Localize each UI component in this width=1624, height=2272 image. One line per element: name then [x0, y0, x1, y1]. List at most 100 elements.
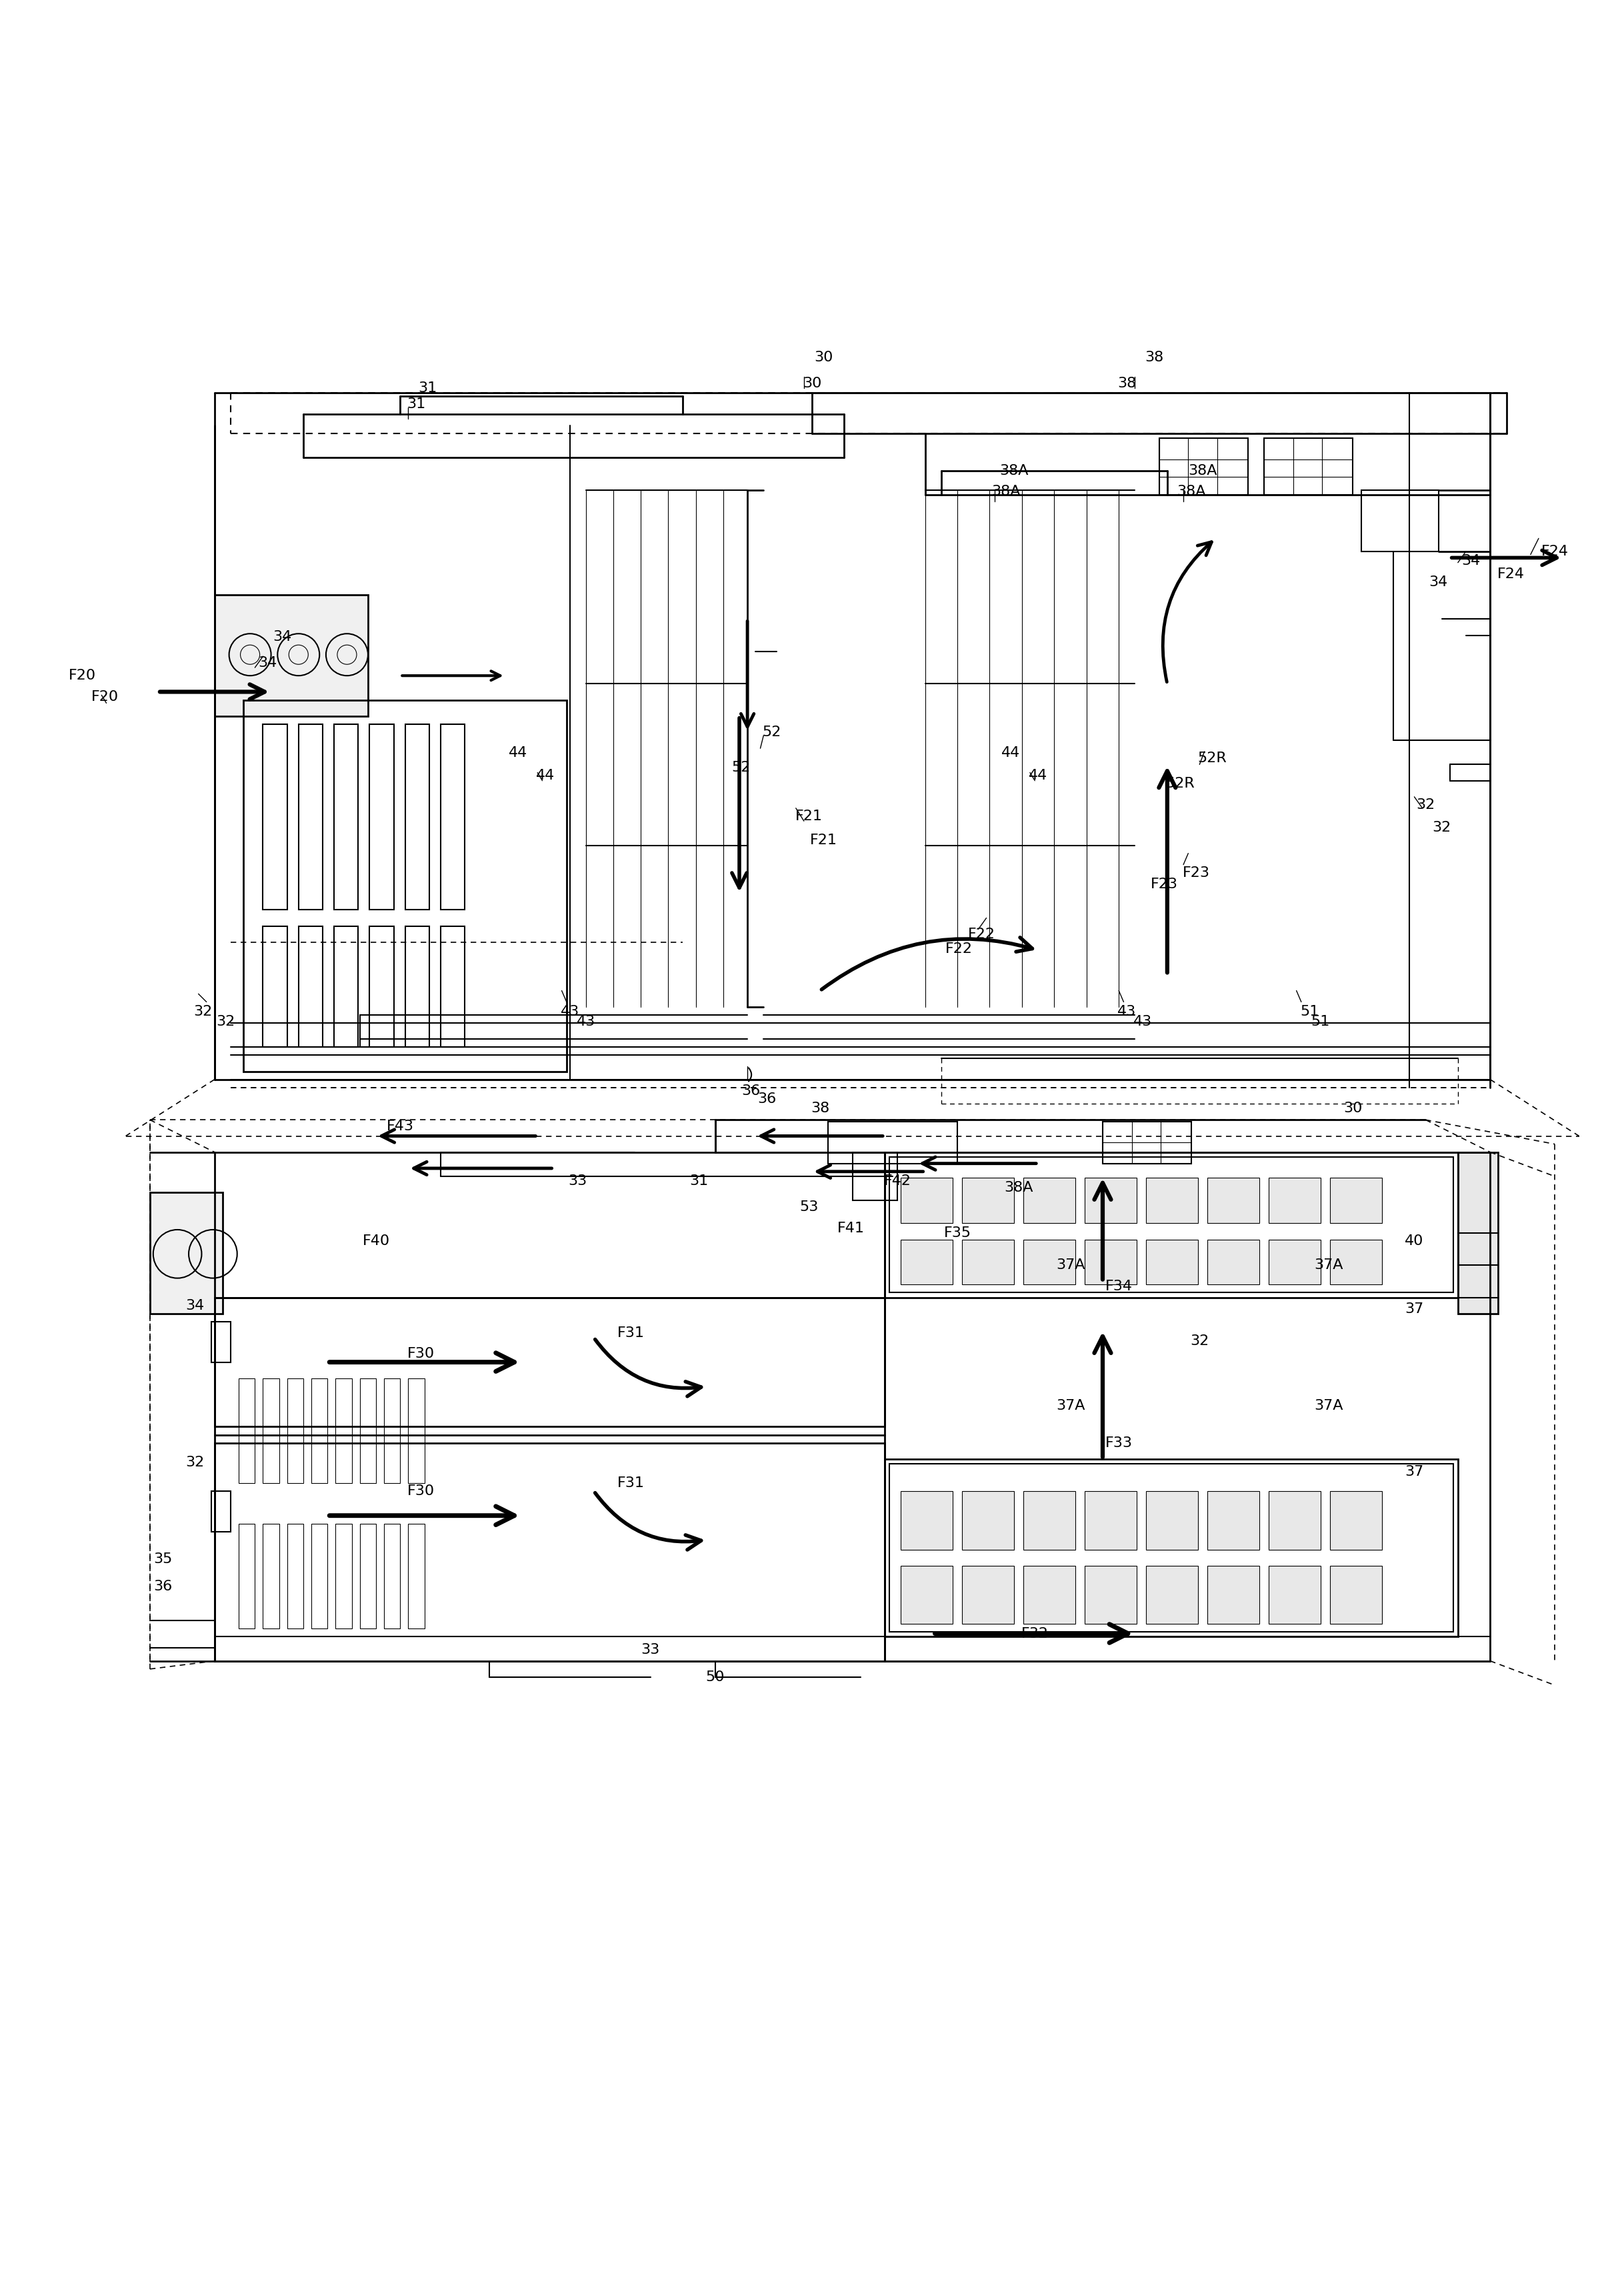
Text: 44: 44 [508, 747, 528, 759]
Text: 43: 43 [560, 1004, 580, 1018]
Text: F24: F24 [1541, 545, 1569, 559]
Text: 38: 38 [810, 1102, 830, 1116]
Bar [263, 1379, 279, 1484]
Bar [1085, 1565, 1137, 1624]
Bar [961, 1238, 1013, 1284]
Text: 37A: 37A [1314, 1400, 1343, 1413]
Text: 38A: 38A [1177, 484, 1207, 498]
Text: F24: F24 [1497, 568, 1525, 582]
Text: 38A: 38A [1189, 463, 1218, 477]
Bar [1103, 1122, 1192, 1163]
Bar [149, 1193, 222, 1313]
Bar [239, 1379, 255, 1484]
Bar [263, 725, 287, 909]
Text: 30: 30 [814, 350, 833, 364]
Text: 32: 32 [216, 1016, 235, 1027]
Bar [312, 1525, 328, 1629]
Text: 52: 52 [731, 761, 750, 775]
Text: 31: 31 [690, 1175, 708, 1188]
Text: 31: 31 [408, 398, 425, 411]
Text: 51: 51 [1299, 1004, 1319, 1018]
Bar [404, 725, 429, 909]
Text: F22: F22 [945, 943, 973, 954]
Bar [1147, 1490, 1199, 1550]
Text: 36: 36 [757, 1093, 776, 1106]
Bar [961, 1490, 1013, 1550]
Bar [1085, 1490, 1137, 1550]
Text: 34: 34 [1462, 554, 1479, 568]
Bar [361, 1525, 377, 1629]
Text: 36: 36 [741, 1084, 760, 1097]
Text: 30: 30 [802, 377, 822, 391]
Bar [299, 725, 323, 909]
Bar [370, 927, 393, 1047]
Bar [1268, 1490, 1320, 1550]
Bar [214, 1297, 885, 1427]
Bar [239, 1525, 255, 1629]
Bar [890, 1463, 1453, 1631]
Bar [828, 1122, 957, 1163]
Text: 37: 37 [1405, 1465, 1424, 1479]
Bar [1208, 1238, 1259, 1284]
Bar [385, 1525, 400, 1629]
Text: 37: 37 [1405, 1302, 1424, 1315]
Bar [299, 927, 323, 1047]
Text: 30: 30 [1343, 1102, 1363, 1116]
Text: 53: 53 [799, 1200, 818, 1213]
Bar [370, 725, 393, 909]
Bar [1147, 1238, 1199, 1284]
Text: F33: F33 [1106, 1436, 1132, 1450]
Bar [1330, 1490, 1382, 1550]
Text: 50: 50 [705, 1670, 724, 1684]
Bar [404, 927, 429, 1047]
Bar [1085, 1177, 1137, 1222]
Text: 38: 38 [1145, 350, 1164, 364]
Text: 32: 32 [1416, 797, 1436, 811]
Bar [1330, 1238, 1382, 1284]
Bar [1023, 1565, 1075, 1624]
Text: 34: 34 [185, 1300, 205, 1313]
Bar [287, 1379, 304, 1484]
Text: F42: F42 [883, 1175, 911, 1188]
Text: 32: 32 [193, 1004, 213, 1018]
Bar [440, 725, 464, 909]
Bar [263, 1525, 279, 1629]
Text: 31: 31 [419, 382, 437, 395]
Text: F43: F43 [387, 1120, 414, 1134]
Bar [1147, 1177, 1199, 1222]
Text: 40: 40 [1405, 1234, 1424, 1247]
Text: 38A: 38A [1004, 1181, 1033, 1195]
Bar [901, 1238, 953, 1284]
Text: F30: F30 [408, 1347, 435, 1361]
Text: 37A: 37A [1314, 1259, 1343, 1272]
Bar [336, 1379, 352, 1484]
Text: 37A: 37A [1056, 1400, 1085, 1413]
Text: 52R: 52R [1199, 752, 1228, 766]
Text: 32: 32 [185, 1456, 205, 1470]
Text: 38: 38 [1117, 377, 1137, 391]
Bar [961, 1565, 1013, 1624]
Bar [312, 1379, 328, 1484]
Text: 34: 34 [1429, 575, 1449, 588]
Text: F20: F20 [91, 691, 119, 704]
Bar [214, 1443, 885, 1661]
Bar [214, 595, 369, 716]
Bar [901, 1490, 953, 1550]
Text: 34: 34 [258, 657, 278, 670]
Text: 52R: 52R [1166, 777, 1195, 791]
Bar [1330, 1177, 1382, 1222]
Text: F32: F32 [1021, 1627, 1049, 1640]
Text: 43: 43 [1117, 1004, 1137, 1018]
Text: 44: 44 [1028, 770, 1047, 782]
Text: 35: 35 [153, 1552, 172, 1565]
Bar [1268, 1565, 1320, 1624]
Text: 38A: 38A [991, 484, 1020, 498]
Bar [1085, 1238, 1137, 1284]
Text: 51: 51 [1311, 1016, 1330, 1027]
Bar [1023, 1177, 1075, 1222]
Text: 43: 43 [577, 1016, 596, 1027]
Bar [287, 1525, 304, 1629]
Bar [1023, 1490, 1075, 1550]
Bar [885, 1152, 1458, 1297]
Bar [335, 725, 359, 909]
